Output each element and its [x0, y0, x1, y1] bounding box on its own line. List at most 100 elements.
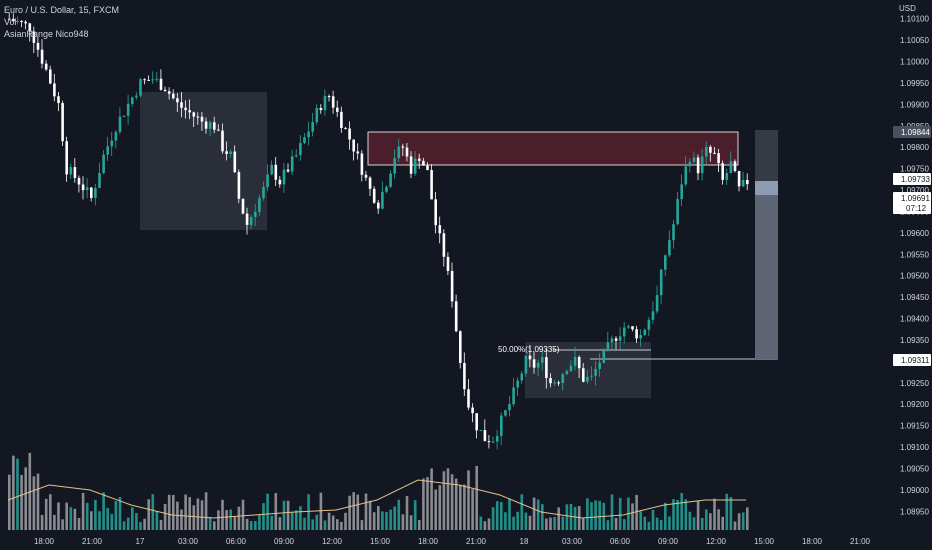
- candle-body: [135, 95, 138, 98]
- candle-body: [217, 129, 220, 131]
- candle-body: [94, 187, 97, 198]
- candle-body: [184, 107, 187, 111]
- candle-body: [541, 357, 544, 363]
- y-tick-label: 1.09350: [900, 336, 929, 345]
- chart-legend: Euro / U.S. Dollar, 15, FXCM Vol AsianRa…: [4, 4, 119, 40]
- candle-body: [196, 116, 200, 118]
- candle-body: [651, 311, 655, 320]
- candle-body: [475, 413, 478, 431]
- candle-body: [512, 387, 515, 405]
- candle-body: [159, 78, 163, 90]
- volume-bar: [401, 514, 405, 530]
- volume-bar: [307, 494, 310, 530]
- y-tick-label: 1.09100: [900, 443, 929, 452]
- candle-body: [516, 380, 519, 388]
- volume-bar: [426, 477, 429, 530]
- volume-bar: [311, 519, 314, 530]
- asian-range-box-1: [140, 92, 267, 230]
- candle-body: [483, 430, 487, 442]
- candle-body: [69, 167, 73, 175]
- candle-body: [85, 187, 89, 191]
- volume-bar: [16, 458, 19, 530]
- volume-bar: [491, 507, 495, 530]
- candle-body: [20, 20, 23, 22]
- candle-body: [385, 186, 388, 192]
- volume-bar: [598, 500, 601, 530]
- candle-body: [53, 83, 56, 97]
- volume-bar: [352, 492, 355, 530]
- volume-bar: [266, 493, 269, 530]
- x-tick-label: 17: [136, 537, 145, 546]
- candle-body: [356, 151, 360, 154]
- candle-body: [434, 199, 437, 226]
- volume-bar: [147, 499, 150, 530]
- volume-layer: [8, 452, 749, 530]
- volume-bar: [274, 493, 278, 530]
- candle-body: [299, 143, 302, 156]
- candle-body: [106, 146, 109, 155]
- volume-bar: [356, 494, 360, 530]
- volume-bar: [565, 504, 569, 530]
- currency-label: USD: [899, 4, 916, 13]
- candle-body: [393, 158, 396, 174]
- candle-body: [381, 191, 384, 209]
- candle-body: [561, 374, 565, 384]
- candle-body: [577, 357, 581, 369]
- volume-bar: [639, 511, 642, 530]
- y-tick-label: 1.10000: [900, 58, 929, 67]
- candle-body: [266, 174, 269, 188]
- asian-range-indicator-label[interactable]: AsianRange Nico948: [4, 29, 89, 39]
- candle-body: [258, 198, 261, 212]
- x-tick-label: 03:00: [562, 537, 583, 546]
- time-axis[interactable]: 18:00 21:00 17 03:00 06:00 09:00 12:00 15:00 18:…: [0, 530, 893, 550]
- y-tick-label: 1.10100: [900, 15, 929, 24]
- candle-body: [430, 170, 433, 200]
- price-label-zone-top: 1.09844: [893, 126, 931, 138]
- candle-body: [61, 103, 64, 142]
- volume-bar: [647, 521, 651, 530]
- volume-bar: [397, 499, 401, 530]
- y-tick-label: 1.09050: [900, 464, 929, 473]
- volume-bar: [528, 515, 532, 530]
- volume-bar: [28, 452, 32, 530]
- volume-bar: [413, 500, 417, 530]
- volume-bar: [77, 518, 81, 530]
- candle-body: [442, 233, 446, 257]
- candle-body: [586, 376, 589, 382]
- candle-body: [709, 146, 712, 153]
- candle-body: [524, 355, 528, 374]
- volume-bar: [459, 484, 462, 530]
- volume-bar: [422, 478, 425, 530]
- volume-bar: [327, 512, 331, 530]
- candle-body: [327, 96, 331, 98]
- volume-bar: [381, 511, 384, 530]
- price-label-zone-bottom: 1.09733: [893, 173, 931, 185]
- volume-bar: [262, 503, 265, 530]
- volume-bar: [155, 511, 159, 530]
- candle-body: [274, 164, 278, 180]
- candle-body: [565, 371, 569, 375]
- volume-bar: [159, 519, 163, 530]
- volume-indicator-label[interactable]: Vol: [4, 17, 17, 27]
- volume-bar: [623, 519, 626, 530]
- symbol-title[interactable]: Euro / U.S. Dollar, 15, FXCM: [4, 5, 120, 15]
- volume-bar: [98, 511, 101, 530]
- candle-body: [725, 173, 729, 180]
- volume-bar: [438, 485, 442, 530]
- candle-body: [77, 177, 81, 185]
- volume-bar: [680, 492, 683, 530]
- volume-bar: [659, 519, 663, 530]
- candle-body: [610, 338, 614, 343]
- y-tick-label: 1.09400: [900, 315, 929, 324]
- volume-bar: [467, 470, 470, 530]
- x-tick-label: 12:00: [706, 537, 727, 546]
- price-axis[interactable]: 1.10100 1.10050 1.10000 1.09950 1.09900 1.098…: [893, 0, 932, 550]
- volume-bar: [737, 513, 741, 530]
- volume-bar: [188, 497, 191, 530]
- candle-body: [582, 368, 585, 382]
- volume-bar: [487, 518, 491, 530]
- candle-body: [372, 188, 376, 203]
- volume-bar: [163, 503, 167, 530]
- volume-bar: [512, 516, 515, 530]
